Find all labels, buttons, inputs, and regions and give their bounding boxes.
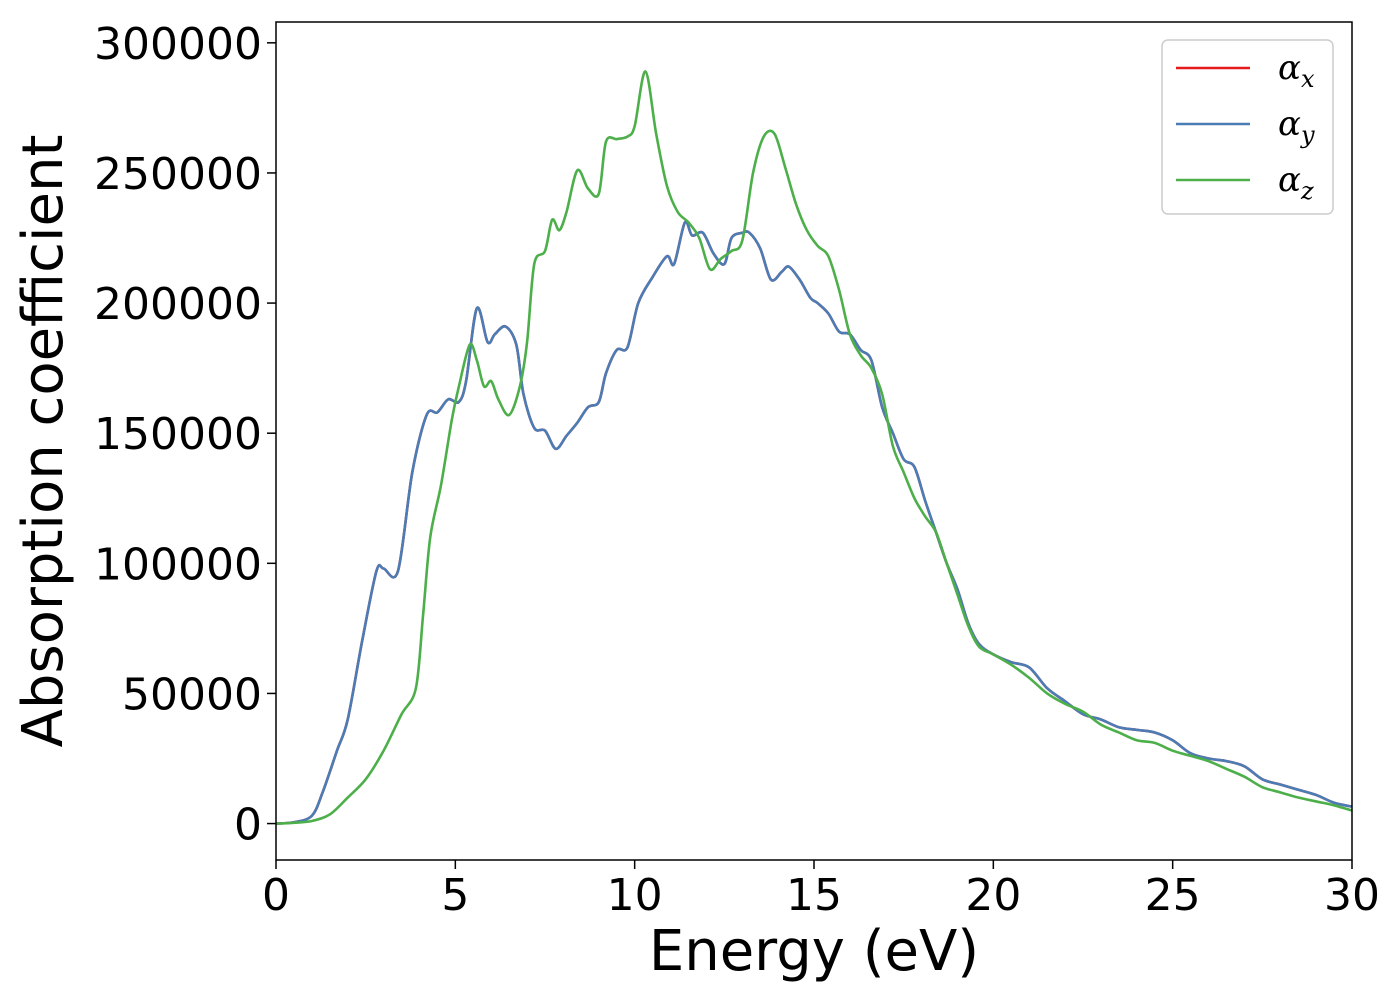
x-tick-label: 0: [262, 870, 290, 921]
series-line-z: [275, 70, 1353, 825]
series-layer: [275, 70, 1353, 825]
y-tick-label: 0: [234, 800, 262, 851]
x-axis-title: Energy (eV): [649, 919, 979, 984]
legend-frame: [1161, 39, 1334, 215]
legend-label-z: αz: [1278, 160, 1314, 205]
y-tick-label: 200000: [94, 279, 262, 330]
legend-label-x: αx: [1278, 48, 1315, 93]
y-axis-title: Absorption coefficient: [11, 135, 76, 748]
x-tick-label: 15: [786, 870, 842, 921]
x-tick-label: 5: [441, 870, 469, 921]
x-tick-label: 30: [1324, 870, 1380, 921]
y-tick-label: 100000: [94, 539, 262, 590]
legend-label-y: αy: [1278, 104, 1315, 149]
legend: αx αy αz: [1161, 39, 1334, 215]
x-tick-label: 25: [1145, 870, 1201, 921]
y-tick-label: 150000: [94, 409, 262, 460]
y-tick-label: 300000: [94, 19, 262, 70]
x-axis: 0 5 10 15 20 25 30: [262, 860, 1380, 921]
y-tick-label: 250000: [94, 149, 262, 200]
y-tick-label: 50000: [122, 669, 262, 720]
x-tick-label: 10: [607, 870, 663, 921]
x-tick-label: 20: [965, 870, 1021, 921]
y-axis: 0 50000 100000 150000 200000 250000 300000: [94, 19, 276, 851]
series-line-y: [275, 220, 1353, 825]
